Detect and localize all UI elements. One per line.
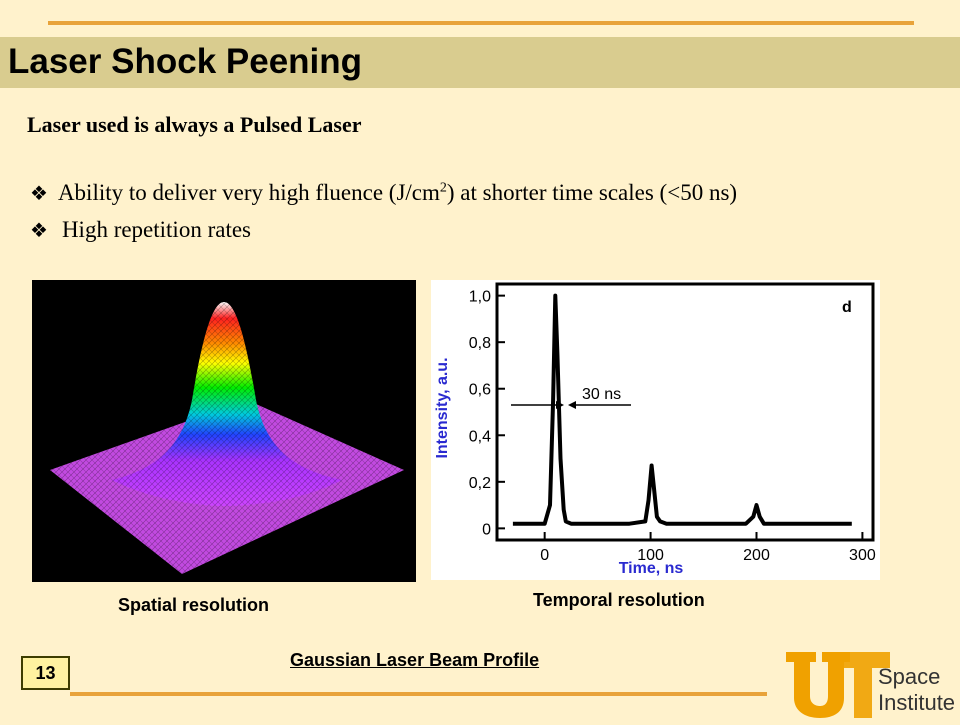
diamond-bullet-icon: ❖	[30, 220, 48, 242]
y-tick-label: 0,4	[469, 428, 491, 445]
bottom-accent-line	[70, 692, 767, 696]
x-tick-label: 300	[849, 547, 876, 564]
diamond-bullet-icon: ❖	[30, 183, 48, 205]
temporal-pulse-chart: 0 0,2 0,4 0,6 0,8 1,0 0 100 200 300 d Time, ns I…	[431, 280, 880, 580]
y-tick-label: 0	[482, 521, 491, 538]
subheading: Laser used is always a Pulsed Laser	[27, 112, 362, 137]
caption-gaussian-profile: Gaussian Laser Beam Profile	[290, 650, 540, 670]
y-tick-label: 0,8	[469, 335, 491, 352]
x-tick-label: 0	[540, 547, 549, 564]
bullet-fluence-text-before: Ability to deliver very high fluence (J/…	[57, 180, 440, 205]
bullet-repetition-text: High repetition rates	[61, 217, 251, 242]
bullet-repetition: ❖ High repetition rates	[30, 217, 251, 243]
caption-temporal: Temporal resolution	[533, 590, 705, 610]
top-accent-line	[48, 21, 914, 25]
bullet-fluence-text-after: ) at shorter time scales (<50 ns)	[446, 180, 738, 205]
logo-u-shape	[786, 652, 850, 718]
fwhm-annotation: 30 ns	[511, 386, 631, 409]
y-tick-label: 0,6	[469, 382, 491, 399]
slide-title: Laser Shock Peening	[8, 42, 363, 81]
y-axis-label: Intensity, a.u.	[434, 357, 451, 458]
title-bar	[0, 37, 960, 88]
page-number: 13	[21, 656, 70, 690]
annotation-30ns: 30 ns	[582, 386, 621, 403]
caption-spatial: Spatial resolution	[118, 595, 270, 615]
logo-space-text: Space	[878, 664, 940, 689]
y-tick-label: 0,2	[469, 475, 491, 492]
plot-frame	[495, 282, 875, 542]
ut-space-institute-logo: Space Institute	[782, 648, 955, 720]
panel-label: d	[842, 299, 852, 316]
logo-t-shape	[836, 652, 890, 718]
ut-logo-graphic: Space Institute	[786, 652, 955, 718]
x-axis-label: Time, ns	[619, 560, 684, 577]
intensity-series-line	[512, 293, 852, 526]
x-tick-label: 200	[743, 547, 770, 564]
x-tick-label: 100	[637, 547, 664, 564]
gaussian-beam-image	[32, 280, 416, 582]
gaussian-surface-graphic	[50, 302, 404, 574]
y-tick-label: 1,0	[469, 289, 491, 306]
bullet-fluence-superscript: 2	[439, 180, 447, 196]
pulse-chart-svg: 0 0,2 0,4 0,6 0,8 1,0 0 100 200 300 d Time, ns I…	[434, 282, 876, 577]
logo-institute-text: Institute	[878, 690, 954, 715]
bullet-fluence: ❖ Ability to deliver very high fluence (J…	[30, 180, 737, 206]
